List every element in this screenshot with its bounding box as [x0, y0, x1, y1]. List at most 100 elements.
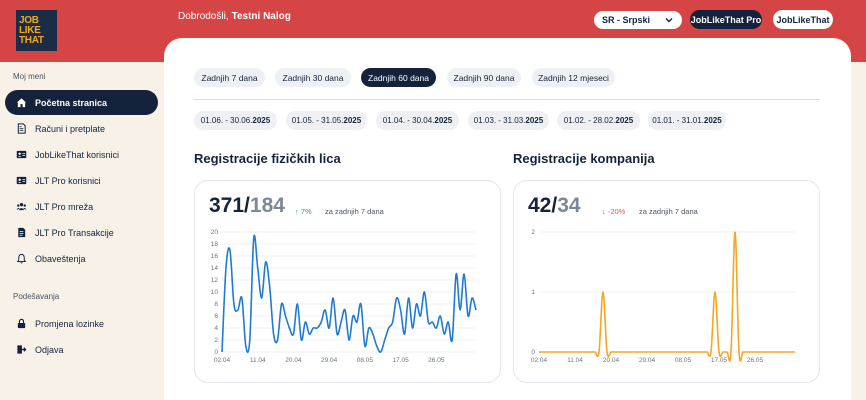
month-range: 01.04. - 30.04.	[382, 116, 435, 125]
y-tick-label: 2	[214, 337, 218, 344]
y-tick-label: 18	[211, 241, 219, 248]
month-year: 2025	[343, 116, 362, 125]
x-tick-label: 29.04	[639, 357, 656, 364]
month-year: 2025	[703, 116, 722, 125]
sidebar-item-invoices[interactable]: Računi i pretplate	[5, 116, 158, 141]
sidebar-item-label: Odjava	[35, 344, 64, 355]
companies-count: 42/34	[528, 194, 581, 218]
y-tick-label: 1	[531, 289, 535, 296]
x-tick-label: 20.04	[285, 357, 302, 364]
persons-section-title: Registracije fizičkih lica	[194, 151, 341, 166]
filters-divider	[194, 99, 820, 100]
persons-card	[194, 180, 501, 383]
sidebar-item-label: Računi i pretplate	[35, 123, 106, 134]
persons-current: 371	[209, 194, 245, 217]
x-tick-label: 02.04	[531, 357, 548, 364]
sidebar-item-jlt-pro-users[interactable]: JLT Pro korisnici	[5, 168, 158, 193]
companies-line-chart: 0 1 2 02.04 11.04 20.04 29.04 08.05 17.05 26.05	[531, 229, 795, 364]
greeting-text: Dobrodošli,	[178, 11, 229, 22]
month-range: 01.03. - 31.03.	[473, 116, 526, 125]
sidebar-item-label: Promjena lozinke	[35, 318, 105, 329]
persons-count: 371/184	[209, 194, 285, 218]
month-range: 01.05. - 31.05.	[291, 116, 344, 125]
companies-card	[513, 180, 820, 383]
y-tick-label: 12	[211, 277, 219, 284]
range-60-days[interactable]: Zadnjih 60 dana	[361, 68, 436, 87]
month-range: 01.06. - 30.06.	[200, 116, 253, 125]
series-line	[221, 234, 477, 354]
companies-slash: /	[551, 194, 558, 217]
sidebar-item-jlt-pro-transactions[interactable]: JLT Pro Transakcije	[5, 220, 158, 245]
range-30-days[interactable]: Zadnjih 30 dana	[275, 68, 351, 87]
series-line	[539, 231, 795, 362]
month-range: 01.02. - 28.02.	[563, 116, 616, 125]
sidebar-item-label: JLT Pro korisnici	[35, 175, 101, 186]
settings-section-title: Podešavanja	[13, 292, 60, 301]
x-tick-label: 29.04	[321, 357, 338, 364]
x-tick-label: 17.05	[711, 357, 728, 364]
id-card-icon	[16, 175, 27, 186]
invoice-icon	[16, 123, 27, 134]
chevron-down-icon	[665, 18, 673, 23]
sidebar-item-notifications[interactable]: Obaveštenja	[5, 246, 158, 271]
y-tick-label: 14	[211, 265, 219, 272]
logo-line: JOB	[19, 14, 39, 26]
users-icon	[16, 201, 27, 212]
persons-period: za zadnjih 7 dana	[325, 207, 384, 216]
y-tick-label: 2	[531, 229, 535, 236]
range-12-months[interactable]: Zadnjih 12 mjeseci	[532, 68, 615, 87]
companies-trend: ↓ -20%	[602, 207, 626, 216]
x-tick-label: 08.05	[675, 357, 692, 364]
sidebar-item-label: JLT Pro mreža	[35, 201, 94, 212]
y-tick-label: 0	[214, 349, 218, 356]
month-range: 01.01. - 31.01.	[652, 116, 704, 125]
x-tick-label: 08.05	[357, 357, 374, 364]
user-name: Testni Nalog	[231, 11, 291, 22]
month-year: 2025	[615, 116, 634, 125]
sidebar-item-jlt-pro-network[interactable]: JLT Pro mreža	[5, 194, 158, 219]
joblikethat-pro-button[interactable]: JobLikeThat Pro	[690, 10, 762, 29]
month-january[interactable]: 01.01. - 31.01. 2025	[648, 111, 726, 130]
logo[interactable]: JOB LIKE THAT	[16, 10, 57, 51]
sidebar-item-label: Obaveštenja	[35, 253, 86, 264]
range-7-days[interactable]: Zadnjih 7 dana	[194, 68, 265, 87]
persons-slash: /	[244, 194, 250, 217]
month-year: 2025	[525, 116, 544, 125]
month-april[interactable]: 01.04. - 30.04. 2025	[376, 111, 459, 130]
sidebar-item-logout[interactable]: Odjava	[5, 337, 158, 362]
companies-section-title: Registracije kompanija	[513, 151, 655, 166]
language-value: SR - Srpski	[602, 15, 651, 25]
month-may[interactable]: 01.05. - 31.05. 2025	[286, 111, 367, 130]
month-february[interactable]: 01.02. - 28.02. 2025	[557, 111, 640, 130]
language-select[interactable]: SR - Srpski	[594, 11, 682, 29]
sidebar-item-label: Početna stranica	[35, 97, 108, 108]
y-tick-label: 8	[214, 301, 218, 308]
logo-line: LIKE	[19, 24, 41, 36]
month-june[interactable]: 01.06. - 30.06. 2025	[194, 111, 277, 130]
range-90-days[interactable]: Zadnjih 90 dana	[447, 68, 521, 87]
sidebar-item-jlt-users[interactable]: JobLikeThat korisnici	[5, 142, 158, 167]
logout-icon	[16, 344, 27, 355]
persons-previous: 184	[249, 194, 285, 217]
month-year: 2025	[434, 116, 453, 125]
companies-current: 42	[528, 194, 552, 217]
month-march[interactable]: 01.03. - 31.03. 2025	[468, 111, 549, 130]
x-tick-label: 11.04	[567, 357, 583, 364]
logo-line: THAT	[19, 34, 44, 46]
joblikethat-button[interactable]: JobLikeThat	[773, 10, 833, 29]
y-tick-label: 0	[531, 349, 535, 356]
x-tick-label: 26.05	[428, 357, 445, 364]
sidebar-item-label: JobLikeThat korisnici	[35, 149, 120, 160]
x-tick-label: 26.05	[747, 357, 764, 364]
transactions-icon	[16, 227, 27, 238]
sidebar-item-change-password[interactable]: Promjena lozinke	[5, 311, 158, 336]
greeting: Dobrodošli, Testni Nalog	[178, 11, 291, 22]
menu-section-title: Moj meni	[13, 72, 46, 81]
x-tick-label: 20.04	[603, 357, 620, 364]
bell-icon	[16, 253, 27, 264]
companies-previous: 34	[557, 194, 581, 217]
sidebar-item-home[interactable]: Početna stranica	[5, 90, 158, 115]
lock-icon	[16, 318, 27, 329]
id-card-icon	[16, 149, 27, 160]
x-tick-label: 17.05	[392, 357, 409, 364]
